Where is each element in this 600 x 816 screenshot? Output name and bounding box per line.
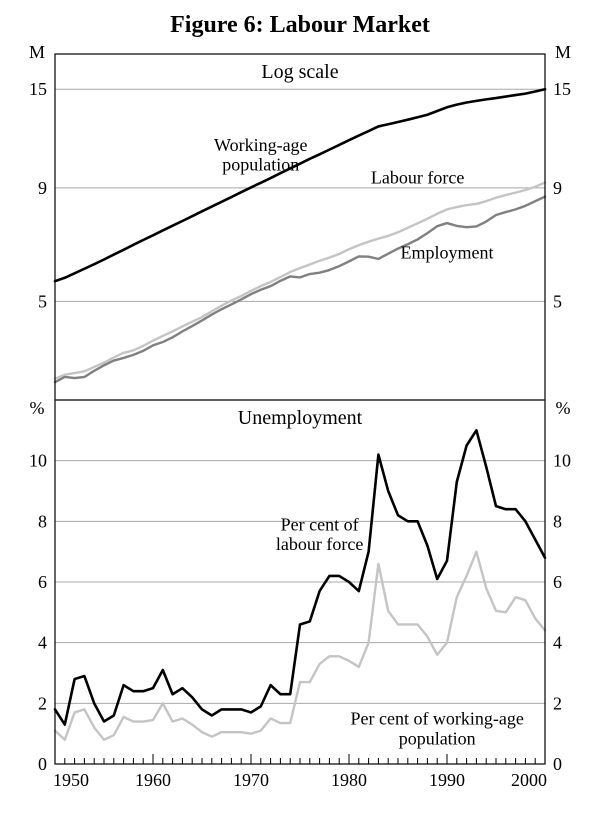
bottom-ytick-right: 6 (553, 572, 562, 592)
bottom-ytick-right: 2 (553, 693, 562, 713)
bottom-ytick-right: 0 (553, 754, 562, 774)
bottom-unit-left: % (30, 398, 45, 418)
top-unit-right: M (555, 42, 571, 62)
labour-market-chart: 5 5 9 9 15 15 0 0 2 2 4 4 6 6 8 8 10 10 1950 1960 1970 1980 19… (0, 0, 600, 816)
series-employment (55, 197, 545, 383)
bottom-ytick-left: 6 (38, 572, 47, 592)
x-tick-label: 1970 (233, 770, 269, 790)
label-pct-labour-force: Per cent oflabour force (276, 514, 363, 554)
label-pct-working-age-pop: Per cent of working-agepopulation (350, 709, 523, 749)
label-employment: Employment (401, 242, 494, 262)
series-labour-force (55, 183, 545, 379)
top-ytick-right: 5 (553, 291, 562, 311)
bottom-ytick-right: 8 (553, 511, 562, 531)
bottom-unit-right: % (556, 398, 571, 418)
x-tick-label: 1950 (53, 770, 89, 790)
top-ytick-left: 15 (29, 79, 47, 99)
top-unit-left: M (29, 42, 45, 62)
bottom-panel-title: Unemployment (238, 407, 363, 429)
x-tick-label: 1980 (331, 770, 367, 790)
x-tick-label: 1990 (429, 770, 465, 790)
top-ytick-right: 9 (553, 178, 562, 198)
top-ytick-right: 15 (553, 79, 571, 99)
bottom-ytick-left: 0 (38, 754, 47, 774)
bottom-ytick-right: 4 (553, 633, 562, 653)
label-working-age-population: Working-agepopulation (214, 135, 308, 175)
series-pct-labour-force (55, 430, 545, 724)
bottom-ytick-right: 10 (553, 451, 571, 471)
bottom-ytick-left: 2 (38, 693, 47, 713)
bottom-ytick-left: 4 (38, 633, 47, 653)
x-tick-label: 2000 (511, 770, 547, 790)
bottom-ytick-left: 8 (38, 511, 47, 531)
top-ytick-left: 9 (38, 178, 47, 198)
x-tick-label: 1960 (135, 770, 171, 790)
top-ytick-left: 5 (38, 291, 47, 311)
bottom-ytick-left: 10 (29, 451, 47, 471)
label-labour-force: Labour force (371, 168, 464, 188)
top-panel-title: Log scale (261, 61, 338, 83)
